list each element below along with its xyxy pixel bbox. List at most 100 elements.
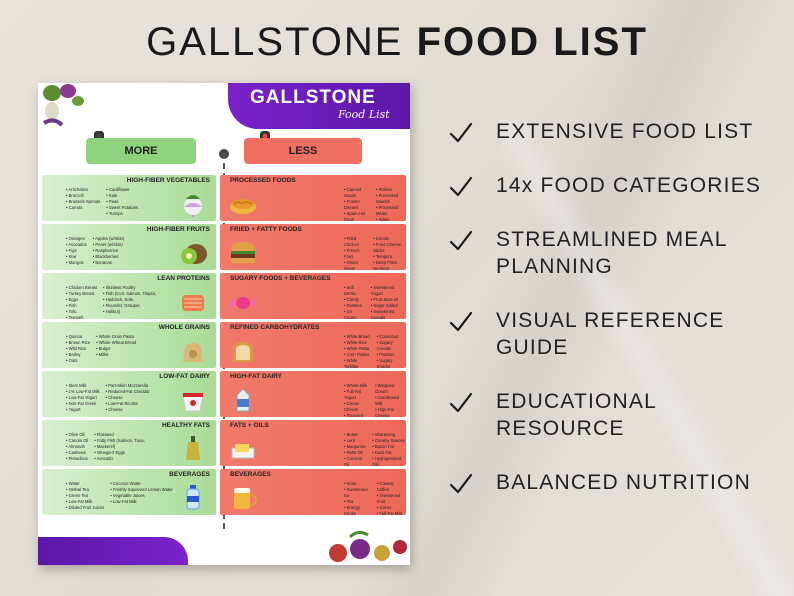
food-item: Shortening — [372, 432, 406, 438]
food-item: Pickles — [376, 187, 406, 193]
food-item: Sweetened Fruit — [377, 493, 406, 505]
food-column: Olive OilCanola OilAlmondsCashewsPistach… — [66, 432, 88, 462]
food-item: Skinless Poultry — [103, 285, 156, 291]
category-title: SUGARY FOODS + BEVERAGES — [230, 275, 331, 282]
food-item: Processed Snacks — [376, 193, 406, 205]
less-column-header: LESS — [244, 138, 362, 164]
poster-subheading: Food List — [338, 108, 390, 121]
food-item: Palm Oil — [344, 450, 366, 456]
food-item: 1% Low-Fat Milk — [66, 389, 100, 395]
food-item: Bananas — [93, 260, 125, 266]
category-title: FRIED + FATTY FOODS — [230, 226, 302, 233]
food-item: Green Tea — [66, 493, 104, 499]
kiwi-icon — [181, 244, 207, 264]
food-item: Water — [66, 481, 104, 487]
turnip-icon — [184, 195, 202, 217]
food-column: CouscousSugary CerealsPastriesSugary Sna… — [377, 334, 406, 368]
food-item: Raspberries — [93, 248, 125, 254]
food-item: Flaxseed — [94, 432, 145, 438]
food-column: DonutsFried Cheese SticksTempuraDeep Fri… — [373, 236, 406, 270]
food-item: Candy — [344, 297, 365, 303]
food-item: Part-Skim Mozzarella — [106, 383, 150, 389]
category-title: FATS + OILS — [230, 422, 269, 429]
food-item: Halibut) — [103, 309, 156, 315]
less-category-card: HIGH-FAT DAIRYWhole MilkFull-Fat YogurtC… — [220, 371, 406, 417]
food-item: Skim Milk — [66, 383, 100, 389]
food-item: French Fries — [344, 248, 367, 260]
food-item: Reduced-Fat Cheddar — [106, 389, 149, 395]
grain-sack-icon — [183, 343, 203, 362]
oil-bottle-icon — [186, 436, 200, 460]
food-item: Almonds — [66, 444, 88, 450]
category-title: HIGH-FIBER FRUITS — [146, 226, 210, 233]
yogurt-icon — [182, 393, 204, 412]
feature-item: 14x FOOD CATEGORIES — [448, 172, 786, 200]
food-item: Donuts — [373, 236, 406, 242]
food-item: Freshly Squeezed Lemon Water — [110, 487, 173, 493]
feature-item: BALANCED NUTRITION — [448, 469, 786, 497]
food-column: Skim Milk1% Low-Fat MilkLow-Fat YogurtNo… — [66, 383, 100, 413]
food-item: Haddock, Sole, — [103, 297, 156, 303]
food-item: Cheese — [106, 407, 150, 413]
food-item: White Bread — [344, 334, 371, 340]
food-item: Low-Fat Milk — [110, 499, 173, 505]
food-items: White BreadWhite RiceWhite PastaCorn Fla… — [344, 334, 406, 368]
food-item: Sweetened Yogurt — [371, 285, 406, 297]
food-column: Canned SoupsFrozen DinnersSpam Hot DogsS… — [344, 187, 370, 221]
food-item: Cream Cheese — [344, 401, 369, 413]
food-item: Yogurt — [66, 407, 100, 413]
beer-icon — [234, 488, 258, 509]
food-item: Sugary Cereals — [377, 340, 406, 352]
fruits-corner-icon — [329, 530, 407, 562]
food-item: Full-Fat Yogurt — [344, 389, 369, 401]
food-item: High-Fat Cheese — [375, 407, 406, 417]
bread-icon — [233, 342, 253, 362]
food-item: Pastries — [377, 352, 406, 358]
food-column: ArtichokesBroccoliBrussels SproutsCarrot… — [66, 187, 100, 217]
food-item: Deep Fried Seafood — [373, 260, 406, 270]
food-item: Condensed Milk — [375, 395, 406, 407]
food-item: Low-Fat Yogurt — [66, 395, 100, 401]
food-column: SodaSweetened IceTeaEnergy DrinksAlcohol — [344, 481, 371, 515]
feature-item: STREAMLINED MEAL PLANNING — [448, 226, 786, 280]
food-column: ShorteningCreamy SaucesBacon FatDuck Fat… — [372, 432, 406, 466]
more-category-card: HEALTHY FATS Olive OilCanola OilAlmondsCa… — [42, 420, 216, 466]
food-item: Avocados — [66, 242, 86, 248]
food-item: Sweetened Ice — [344, 487, 371, 499]
category-title: LEAN PROTEINS — [157, 275, 210, 282]
food-items: ArtichokesBroccoliBrussels SproutsCarrot… — [66, 187, 138, 217]
food-item: Bacon Fat — [372, 444, 406, 450]
food-item: Ice Cream — [344, 309, 365, 319]
food-item: Sweetened Cereals — [371, 309, 406, 319]
food-column: Coconut WaterFreshly Squeezed Lemon Wate… — [110, 481, 173, 511]
feature-item: EXTENSIVE FOOD LIST — [448, 118, 786, 146]
poster-heading: GALLSTONE — [250, 87, 376, 108]
more-category-card: LEAN PROTEINS Chicken BreastTurkey Breast… — [42, 273, 216, 319]
category-title: WHOLE GRAINS — [158, 324, 210, 331]
food-item: Oats — [66, 358, 90, 364]
less-category-card: SUGARY FOODS + BEVERAGES Soft DrinksCandy… — [220, 273, 406, 319]
food-item: Italian Sausages — [376, 217, 406, 221]
food-item: Flavored Milk — [344, 413, 369, 417]
food-item: Apples (w/Skin) — [93, 236, 124, 242]
food-item: White Pasta — [344, 346, 371, 352]
food-item: White Rice — [344, 340, 371, 346]
food-item: Quinoa — [66, 334, 90, 340]
less-category-card: PROCESSED FOODS Canned SoupsFrozen Dinner… — [220, 175, 406, 221]
food-column: Whole Grain PastaWhole Wheat BreadBulgur… — [96, 334, 136, 364]
food-item: Millet — [96, 352, 136, 358]
food-item: Pistachios — [66, 456, 88, 462]
food-item: Sweet Potatoes — [106, 205, 138, 211]
food-items: Chicken BreastTurkey BreastEggsFishTofuT… — [66, 285, 156, 319]
milk-carton-icon — [236, 388, 250, 412]
food-item: Low-Fat Milk — [66, 499, 104, 505]
food-item: Cashews — [66, 450, 88, 456]
food-item: Cheese — [106, 395, 150, 401]
food-column: Fried ChickenFrench FriesOnion RingsFrie… — [344, 236, 367, 270]
food-item: Creamy Coffee — [377, 481, 406, 493]
food-item: Energy Drinks — [344, 505, 371, 515]
food-items: Canned SoupsFrozen DinnersSpam Hot DogsS… — [344, 187, 406, 221]
food-column: QuinoaBrown RiceWild RiceBarleyOats — [66, 334, 90, 364]
title-light: GALLSTONE — [146, 20, 417, 64]
feature-text: 14x FOOD CATEGORIES — [496, 174, 762, 197]
